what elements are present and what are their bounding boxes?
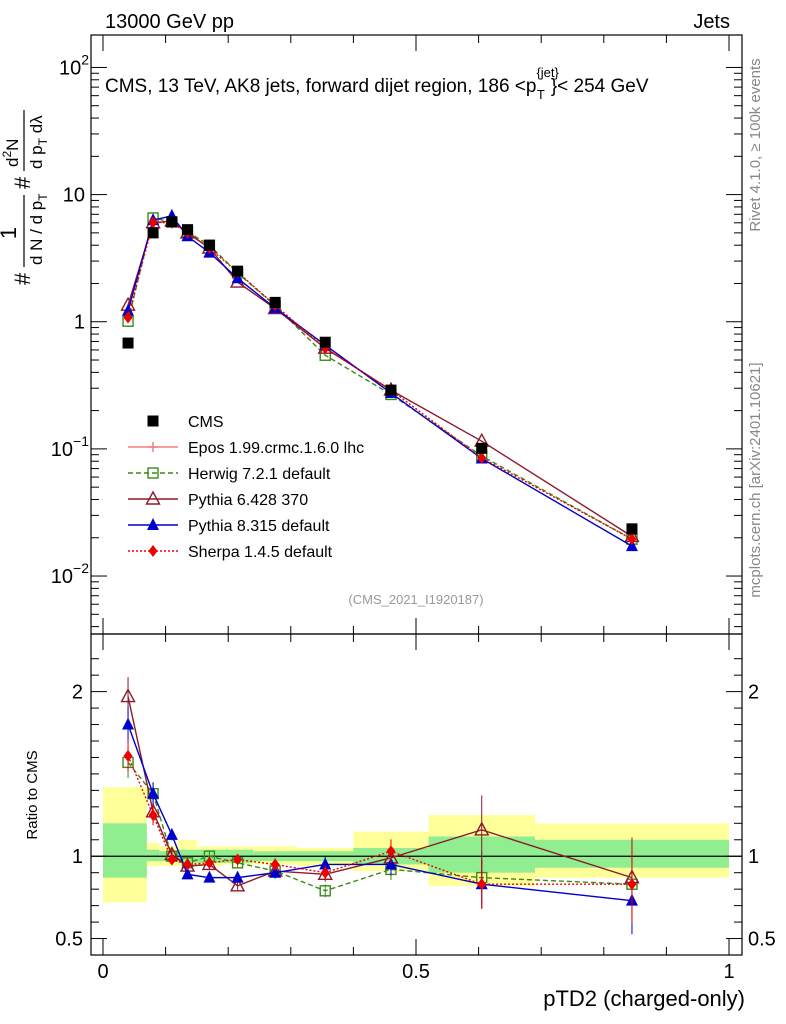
x-tick-label-0: 0 [97,961,108,983]
legend: CMS Epos 1.99.crmc.1.6.0 lhc Herwig 7.2.1 … [128,414,364,561]
ylabel-num-2: d2N [0,139,22,167]
ratio-point-py8-4 [203,870,216,883]
legend-marker-cms [147,415,159,427]
axis-ticks: 0 0.5 1 10−2 10−1 1 10 102 0.5 0.5 1 1 2 2 [51,35,776,983]
ratio-point-herwig-7 [319,885,331,897]
legend-marker-epos [148,442,158,452]
ratio-line-sherpa [127,755,632,885]
ylabel-hash-2: # [10,176,35,189]
legend-label-cms: CMS [188,414,224,431]
ratio-point-py8-6 [269,865,282,878]
x-tick-label-2: 1 [723,961,734,983]
ratio-point-py8-3 [181,867,194,880]
ratio-point-sherpa-10 [627,878,637,891]
ratio-y-tick-label-2: 2 [72,682,83,704]
cms-point-7 [319,336,331,348]
legend-marker-herwig [147,467,159,479]
ratio-point-sherpa-0 [123,749,133,762]
ratio-point-sherpa-9 [477,878,487,891]
ratio-line-herwig [127,761,633,892]
ratio-point-sherpa-4 [204,856,214,869]
ratio-point-py8-8 [384,857,397,870]
ratio-y-tick-label-r-0: 0.5 [748,929,776,951]
main-y-label: # 1 d N / d pT # d2N d pT dλ [0,110,50,285]
ratio-point-py6-0 [120,688,136,703]
ratio-y-tick-label-r-1: 1 [748,846,759,868]
cms-point-4 [203,239,215,251]
ratio-point-py8-2 [165,827,178,840]
ratio-point-py8-0 [122,717,135,730]
main-y-tick-label-0: 10−2 [51,560,89,588]
ratio-point-sherpa-8 [386,845,396,858]
ratio-y-tick-label-1: 1 [72,846,83,868]
main-point-sherpa-0 [123,311,133,324]
plot-title: CMS, 13 TeV, AK8 jets, forward dijet reg… [105,65,649,102]
ratio-frame [90,633,743,956]
ratio-point-sherpa-5 [233,853,243,866]
legend-label-py6: Pythia 6.428 370 [188,492,308,509]
ylabel-den-2: d pT dλ [27,115,50,169]
ylabel-num-1: 1 [0,227,21,239]
legend-marker-py8 [147,518,159,530]
legend-label-epos: Epos 1.99.crmc.1.6.0 lhc [188,440,364,457]
cms-point-6 [269,296,281,308]
ratio-point-py8-7 [319,857,332,870]
ratio-y-tick-label-r-2: 2 [748,682,759,704]
rivet-label: Rivet 4.1.0, ≥ 100k events [747,58,764,231]
main-point-py8-0 [122,303,135,316]
band-inner-1 [146,849,160,862]
cms-point-8 [385,384,397,396]
title-main: CMS, 13 TeV, AK8 jets, forward dijet reg… [105,76,536,97]
cms-point-2 [166,216,178,228]
x-tick-label-1: 0.5 [402,961,430,983]
ylabel-hash-1: # [10,272,35,285]
cms-point-1 [147,227,159,239]
title-sup: {jet} [536,65,559,80]
legend-label-sherpa: Sherpa 1.4.5 default [188,544,333,561]
band-inner-0 [103,823,147,878]
legend-marker-sherpa [148,545,158,557]
ratio-point-sherpa-2 [167,853,177,866]
main-y-tick-label-3: 10 [63,185,85,207]
ratio-point-py8-5 [231,870,244,883]
main-y-tick-label-2: 1 [74,312,85,334]
cms-point-0 [122,337,134,349]
ratio-point-sherpa-6 [270,858,280,871]
ratio-series-layer [91,677,742,935]
cms-point-9 [476,442,488,454]
cms-point-3 [182,224,194,236]
legend-label-herwig: Herwig 7.2.1 default [188,466,331,483]
ylabel-den-1: d N / d pT [27,193,50,265]
header-right: Jets [693,11,730,33]
main-point-sherpa-9 [477,451,487,464]
cms-point-10 [626,523,638,535]
ratio-point-py8-1 [147,786,160,799]
main-y-tick-label-1: 10−1 [51,433,89,461]
ratio-y-label: Ratio to CMS [24,750,41,839]
ratio-point-sherpa-3 [183,858,193,871]
main-point-sherpa-10 [627,533,637,546]
main-point-sherpa-1 [148,216,158,229]
ratio-point-py6-5 [229,877,246,892]
ratio-y-tick-label-0: 0.5 [55,929,83,951]
main-series-layer [120,208,640,552]
main-y-tick-label-4: 102 [59,51,89,79]
main-line-herwig [127,217,633,540]
main-line-py6 [127,220,633,537]
header-left: 13000 GeV pp [105,11,234,33]
title-sub: T [537,87,545,102]
title-end: }< 254 GeV [551,76,649,97]
ratio-point-sherpa-7 [320,866,330,879]
mcplots-label: mcplots.cern.ch [arXiv:2401.10621] [747,362,764,597]
x-axis-label: pTD2 (charged-only) [543,986,745,1011]
legend-label-py8: Pythia 8.315 default [188,518,330,535]
cms-point-5 [232,265,244,277]
legend-marker-py6 [145,490,161,505]
analysis-id: (CMS_2021_I1920187) [348,592,483,607]
ratio-point-sherpa-1 [148,809,158,822]
ratio-point-py6-9 [474,821,490,836]
